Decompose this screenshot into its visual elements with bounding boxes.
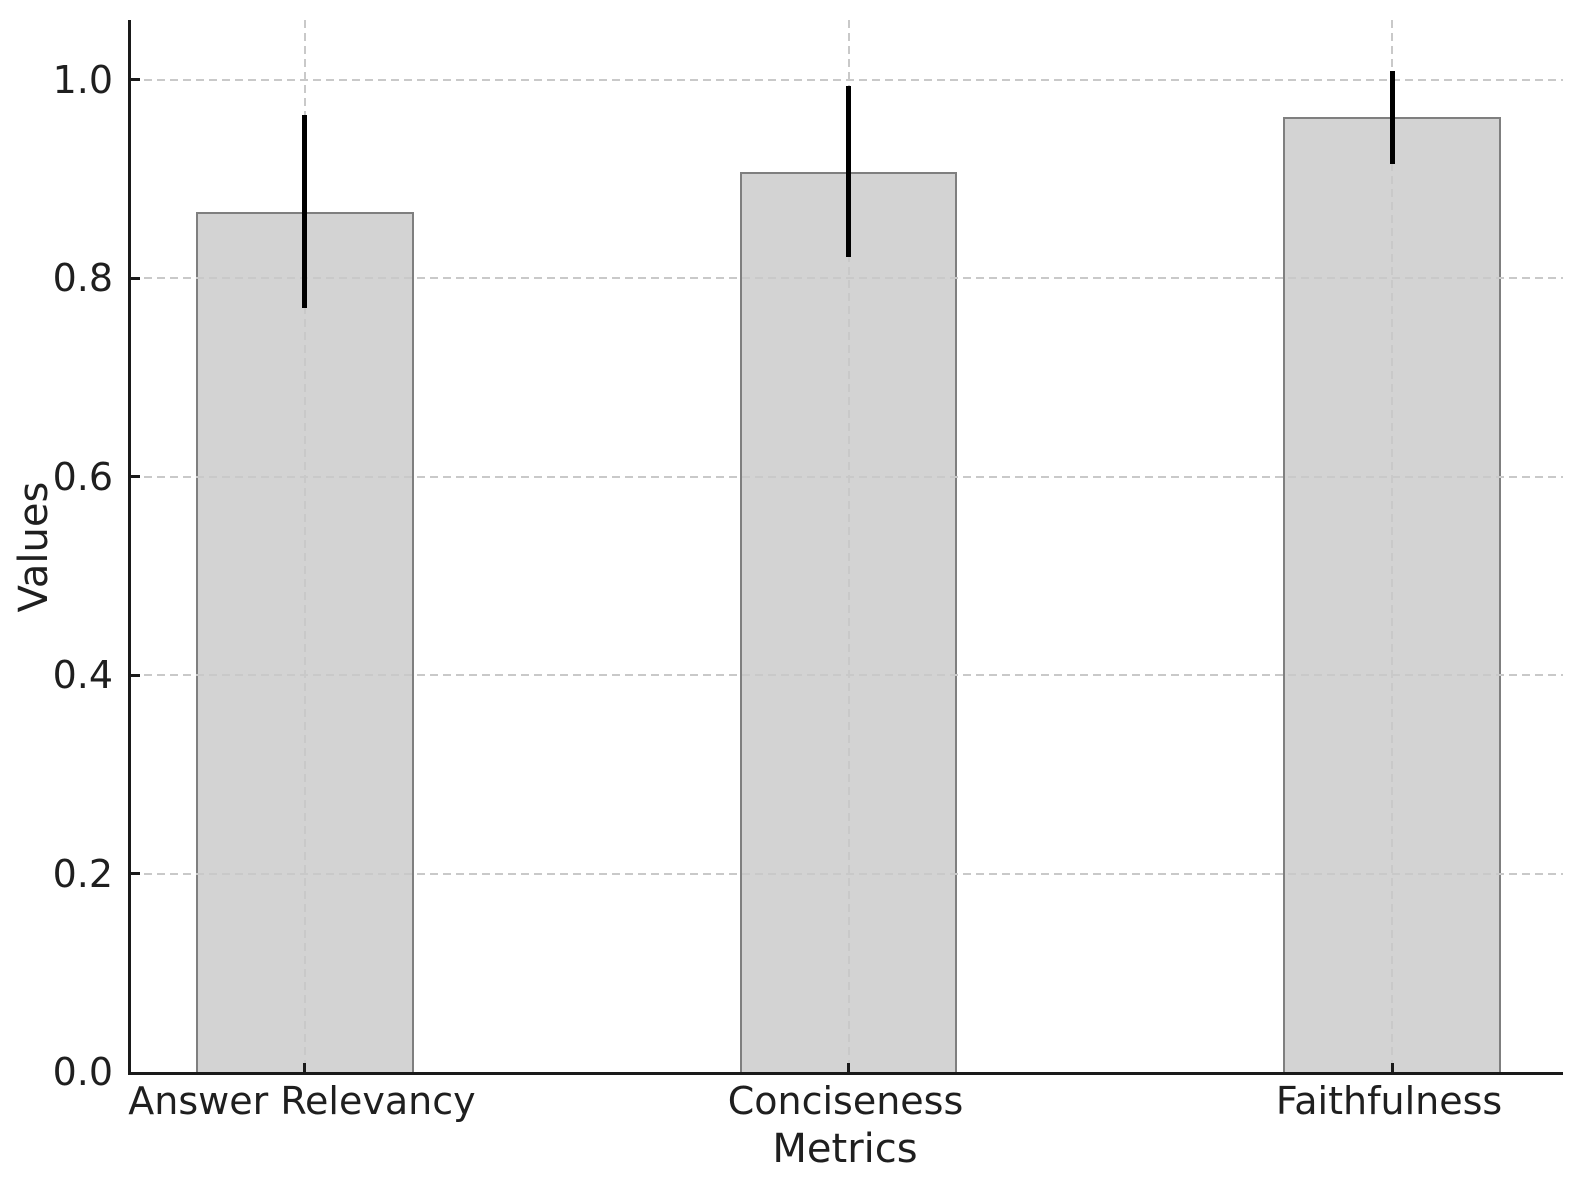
y-tick-label: 1.0 — [52, 57, 113, 102]
y-tick-label: 0.2 — [52, 851, 113, 896]
y-tick-mark — [131, 276, 140, 280]
bar-faithfulness — [1283, 117, 1501, 1072]
y-tick-label: 0.6 — [52, 454, 113, 499]
h-gridline — [131, 78, 1563, 81]
bar-answer-relevancy — [196, 211, 414, 1072]
bar-conciseness — [739, 171, 958, 1072]
error-bar-answer-relevancy — [302, 115, 308, 308]
plot-area — [128, 20, 1563, 1075]
y-tick-label: 0.4 — [52, 653, 113, 698]
x-axis-title: Metrics — [772, 1126, 918, 1172]
x-tick-label-faithfulness: Faithfulness — [1275, 1079, 1503, 1123]
y-tick-label: 0.0 — [52, 1050, 113, 1094]
x-tick-mark — [847, 1063, 850, 1072]
error-bar-faithfulness — [1389, 70, 1395, 164]
x-tick-label-answer-relevancy: Answer Relevancy — [128, 1079, 476, 1123]
y-tick-label: 0.8 — [52, 256, 113, 301]
error-bar-conciseness — [846, 86, 851, 258]
x-tick-mark — [303, 1063, 307, 1072]
x-tick-mark — [1390, 1063, 1394, 1072]
x-tick-label-conciseness: Conciseness — [727, 1079, 964, 1123]
y-axis-title: Values — [11, 481, 57, 613]
y-tick-mark — [131, 673, 140, 677]
y-tick-mark — [131, 78, 140, 82]
y-tick-mark — [131, 872, 140, 875]
y-tick-mark — [131, 475, 140, 479]
